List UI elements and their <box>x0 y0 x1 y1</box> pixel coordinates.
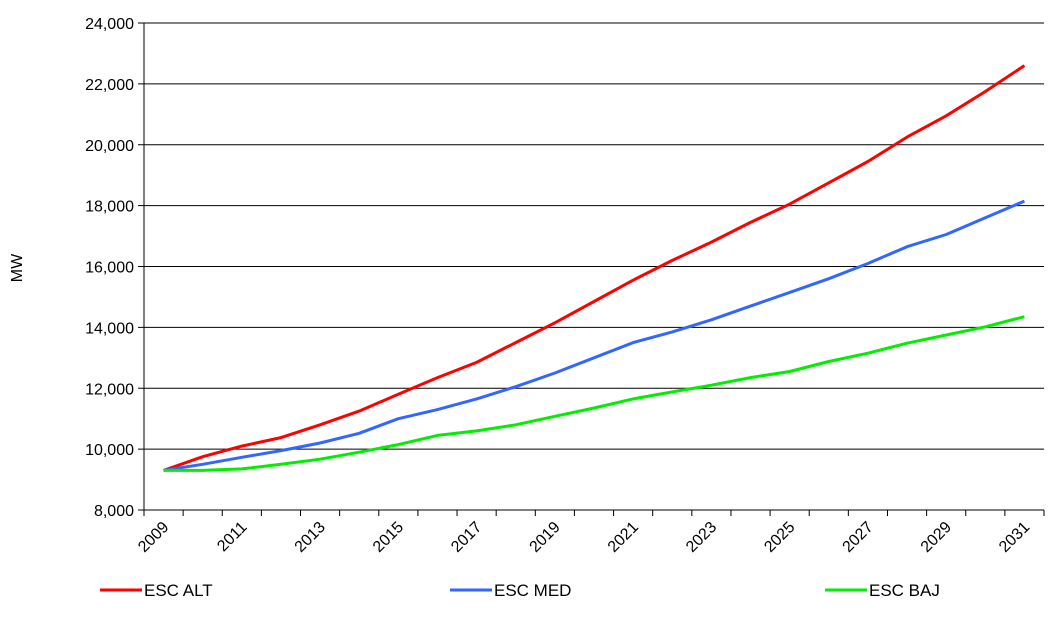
legend: ESC ALT ESC MED ESC BAJ <box>100 581 940 600</box>
legend-label: ESC ALT <box>144 581 213 600</box>
gridlines <box>144 22 1044 450</box>
y-tick-label: 24,000 <box>85 16 134 33</box>
series-line-esc-med <box>163 199 1025 472</box>
x-tick-label: 2027 <box>840 519 877 556</box>
x-tick-label: 2019 <box>527 519 564 556</box>
y-tick-label: 14,000 <box>85 320 134 337</box>
x-tick-label: 2021 <box>605 519 642 556</box>
x-tick-label: 2013 <box>292 519 329 556</box>
y-tick-label: 12,000 <box>85 381 134 398</box>
y-axis-ticks: 8,000 10,000 12,000 14,000 16,000 18,000 20,00… <box>85 16 144 520</box>
y-tick-label: 22,000 <box>85 77 134 94</box>
y-tick-label: 18,000 <box>85 199 134 216</box>
y-tick-label: 8,000 <box>94 503 134 520</box>
x-tick-label: 2025 <box>761 519 798 556</box>
y-axis-title: MW <box>9 253 26 282</box>
y-tick-label: 10,000 <box>85 442 134 459</box>
legend-label: ESC MED <box>494 581 571 600</box>
y-tick-label: 16,000 <box>85 260 134 277</box>
legend-label: ESC BAJ <box>869 581 940 600</box>
x-tick-label: 2017 <box>448 519 485 556</box>
x-axis-ticks: 2009 2011 2013 2015 2017 2019 2021 2023 2025 2027… <box>135 510 1045 556</box>
series-line-esc-alt <box>163 64 1026 472</box>
y-tick-label: 20,000 <box>85 138 134 155</box>
series-line-esc-baj <box>163 315 1025 472</box>
x-tick-label: 2029 <box>918 519 955 556</box>
x-tick-label: 2023 <box>683 519 720 556</box>
x-tick-label: 2015 <box>370 519 407 556</box>
x-tick-label: 2031 <box>996 519 1033 556</box>
x-tick-label: 2009 <box>135 519 172 556</box>
series-lines <box>163 64 1026 472</box>
x-tick-label: 2011 <box>214 519 250 555</box>
